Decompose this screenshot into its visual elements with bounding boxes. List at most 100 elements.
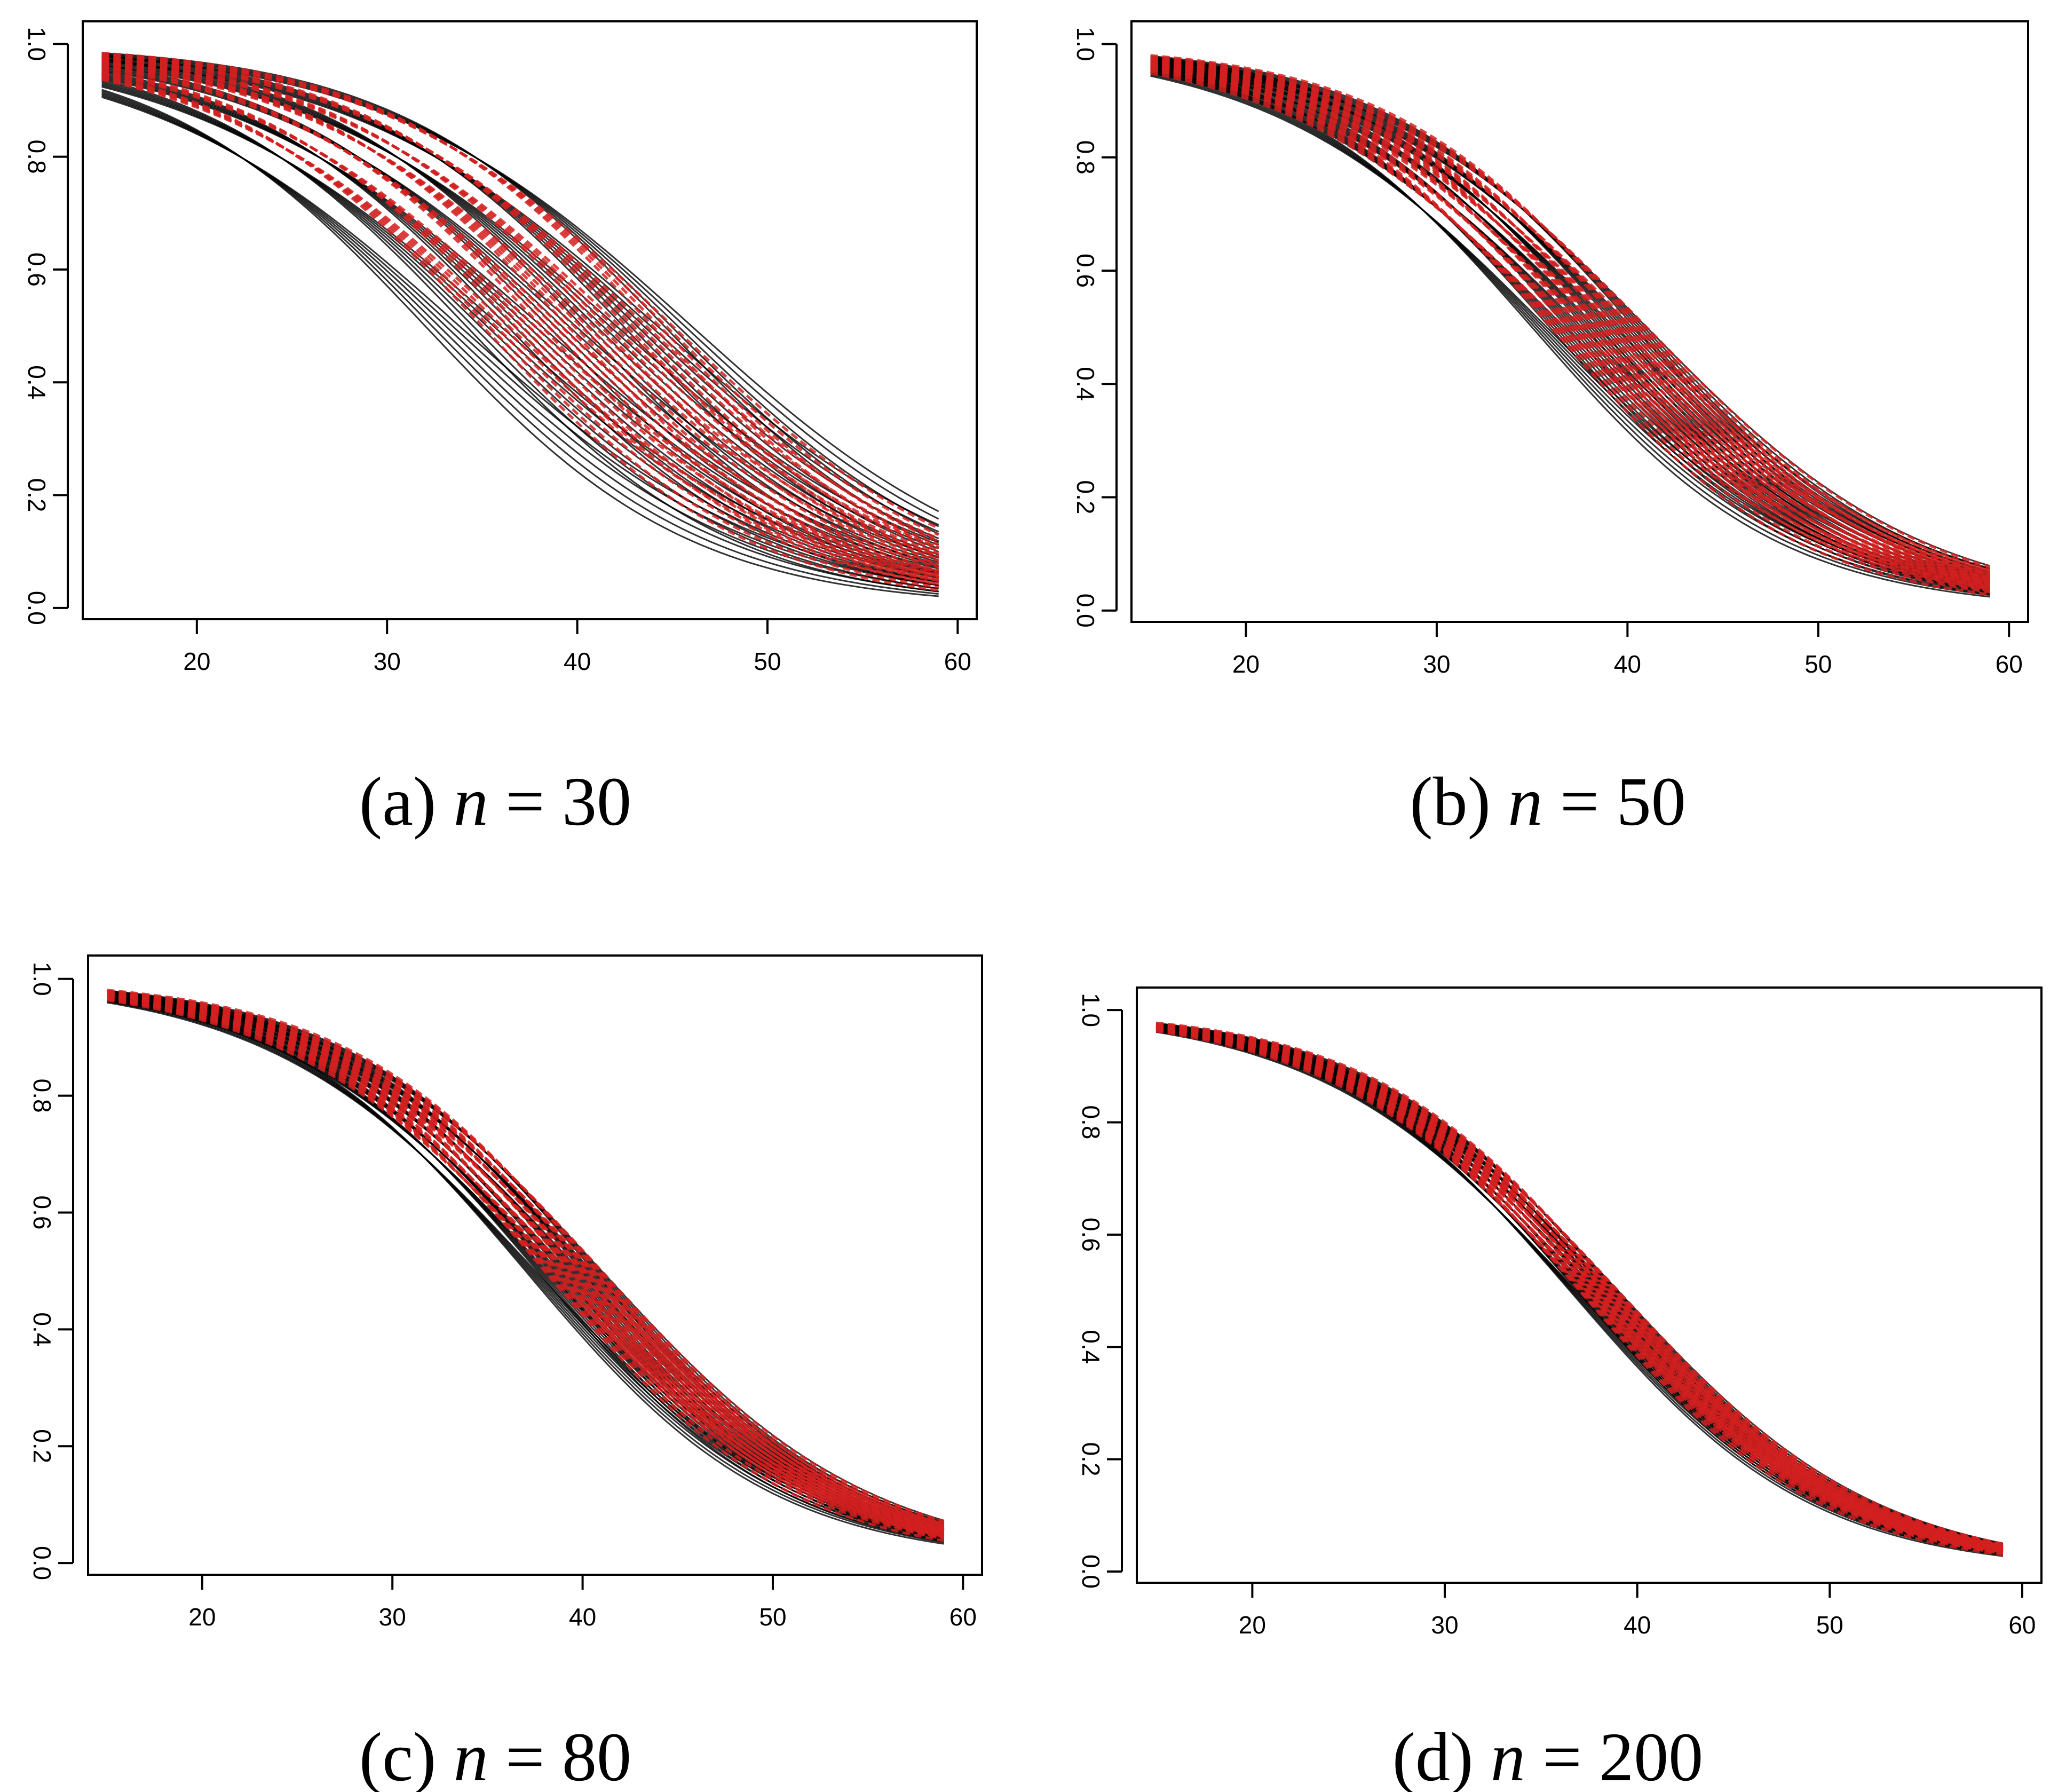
y-axis: 0.0 0.2 0.4 0.6 0.8 1.0 [1077,993,1123,1589]
solid-black-curve [101,80,939,590]
x-axis: 20 30 40 50 60 [183,619,971,675]
y-tick-label: 0.6 [1077,1218,1105,1252]
dashed-red-curve [1155,1026,2004,1546]
dashed-red-curve [1150,65,1990,589]
dashed-red-curve [101,58,939,560]
x-tick-label: 50 [1816,1611,1843,1639]
x-tick-label: 30 [379,1603,406,1631]
x-tick-label: 20 [188,1603,216,1631]
solid-black-curve [101,54,939,527]
dashed-red-curve [1150,68,1990,591]
solid-black-curve [1155,1028,2004,1554]
dashed-red-curve [107,989,945,1531]
dashed-red-curve [1150,68,1990,583]
dashed-red-curve [1150,58,1991,575]
curve-group [1155,1021,2004,1557]
x-tick-label: 50 [759,1603,786,1631]
dashed-red-curve [107,996,945,1531]
dashed-red-curve [1150,63,1991,580]
y-tick-label: 0.2 [1077,1442,1105,1477]
y-tick-label: 0.6 [28,1196,56,1230]
y-axis: 0.0 0.2 0.4 0.6 0.8 1.0 [23,27,69,625]
dashed-red-curve [101,67,939,569]
x-tick-label: 50 [1804,650,1832,678]
dashed-red-curve [1150,60,1991,571]
x-axis: 20 30 40 50 60 [188,1575,977,1631]
y-tick-label: 0.8 [23,140,51,174]
y-tick-label: 0.8 [28,1079,56,1113]
dashed-red-curve [101,78,939,579]
y-tick-label: 0.4 [1077,1330,1105,1364]
x-tick-label: 60 [949,1603,977,1631]
dashed-red-curve [107,990,945,1528]
panel-caption: (b) n = 50 [1410,763,1685,840]
x-tick-label: 40 [569,1603,596,1631]
dashed-red-curve [101,57,939,540]
solid-black-curve [1150,58,1990,570]
solid-black-curve [107,997,944,1545]
solid-black-curve [107,994,945,1523]
y-tick-label: 0.0 [1077,1554,1105,1589]
x-tick-label: 20 [183,648,210,675]
y-axis: 0.0 0.2 0.4 0.6 0.8 1.0 [1072,27,1118,628]
dashed-red-curve [101,54,939,530]
y-tick-label: 0.4 [28,1312,56,1346]
x-tick-label: 60 [944,648,971,675]
dashed-red-curve [101,72,939,574]
y-tick-label: 0.0 [28,1546,56,1580]
dashed-red-curve [1150,66,1991,582]
panel-d: 20 30 40 50 60 0.0 0.2 0.4 0.6 0.8 1.0 (d) n = 200 [1077,986,2043,1792]
dashed-red-curve [1155,1024,2004,1545]
curve-group [107,989,945,1545]
y-axis: 0.0 0.2 0.4 0.6 0.8 1.0 [28,962,74,1580]
dashed-red-curve [107,991,945,1522]
x-tick-label: 20 [1239,1611,1266,1639]
dashed-red-curve [1155,1027,2004,1547]
x-axis: 20 30 40 50 60 [1239,1583,2036,1639]
y-tick-label: 1.0 [1077,993,1105,1027]
plot-frame [82,20,978,620]
y-tick-label: 1.0 [1072,27,1099,61]
x-tick-label: 40 [1614,650,1641,678]
dashed-red-curve [101,52,939,549]
x-tick-label: 50 [754,648,781,675]
dashed-red-curve [107,999,945,1534]
dashed-red-curve [1150,58,1991,568]
y-tick-label: 0.8 [1072,140,1099,175]
solid-black-curve [1150,59,1990,567]
dashed-red-curve [1150,67,1990,587]
dashed-red-curve [1150,69,1990,588]
panel-caption: (c) n = 80 [359,1719,631,1792]
curve-group [1150,54,1991,598]
x-tick-label: 40 [564,648,591,675]
y-tick-label: 0.0 [23,591,51,625]
y-tick-label: 1.0 [28,962,56,996]
x-axis: 20 30 40 50 60 [1232,622,2023,678]
dashed-red-curve [1150,57,1991,572]
dashed-red-curve [1155,1023,2004,1548]
dashed-red-curve [101,64,939,557]
dashed-red-curve [107,997,945,1533]
x-tick-label: 40 [1624,1611,1651,1639]
solid-black-curve [101,52,939,542]
panel-caption: (d) n = 200 [1392,1719,1703,1792]
x-tick-label: 20 [1232,650,1260,678]
plot-frame [87,954,983,1576]
x-tick-label: 30 [1431,1611,1458,1639]
dashed-red-curve [101,56,939,546]
panel-caption: (a) n = 30 [359,763,631,840]
dashed-red-curve [1150,54,1991,580]
y-tick-label: 0.6 [1072,254,1099,288]
y-tick-label: 0.8 [1077,1105,1105,1139]
solid-black-curve [101,77,939,565]
x-tick-label: 30 [1423,650,1450,678]
dashed-red-curve [101,60,939,549]
solid-black-curve [101,53,939,535]
solid-black-curve [1150,66,1990,579]
y-tick-label: 1.0 [23,27,51,61]
dashed-red-curve [107,993,945,1524]
y-tick-label: 0.4 [1072,367,1099,401]
dashed-red-curve [101,54,939,558]
y-tick-label: 0.0 [1072,594,1099,628]
